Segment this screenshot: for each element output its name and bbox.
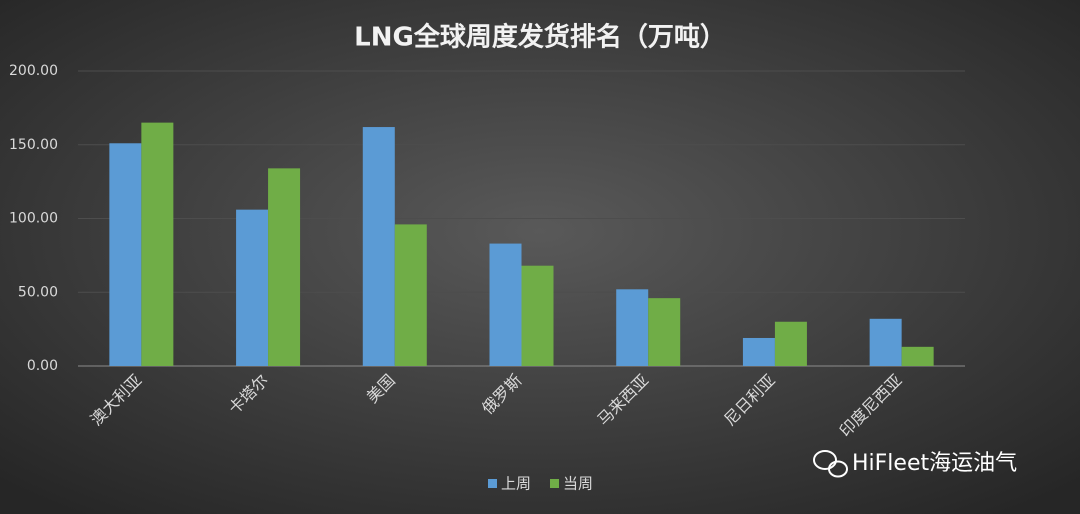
bar: [521, 265, 554, 366]
bar: [616, 289, 649, 366]
bar: [236, 209, 269, 366]
bar: [394, 224, 427, 366]
bar: [362, 127, 395, 366]
bar: [489, 243, 522, 366]
y-tick-label: 200.00: [9, 63, 58, 79]
y-tick-label: 0.00: [27, 358, 58, 374]
legend-label: 上周: [501, 475, 531, 493]
y-tick-label: 100.00: [9, 211, 58, 227]
bar: [901, 346, 934, 366]
legend-label: 当周: [563, 475, 593, 493]
watermark-icon: [813, 450, 848, 478]
bar: [648, 298, 681, 366]
legend-swatch: [550, 479, 559, 488]
bar: [141, 122, 174, 366]
bar: [109, 143, 142, 366]
chart-title: LNG全球周度发货排名（万吨）: [354, 22, 726, 53]
watermark: HiFleet海运油气: [852, 451, 1017, 476]
bar: [268, 168, 301, 366]
bar: [742, 337, 775, 366]
y-tick-label: 50.00: [18, 284, 58, 300]
legend-swatch: [488, 479, 497, 488]
bar: [774, 321, 807, 366]
y-tick-label: 150.00: [9, 137, 58, 153]
bar: [869, 318, 902, 366]
